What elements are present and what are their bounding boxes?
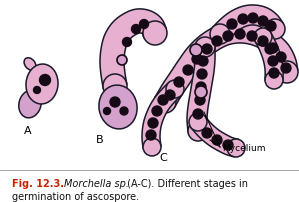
Circle shape [197,70,207,80]
Circle shape [183,66,193,76]
Circle shape [223,140,233,150]
Polygon shape [155,22,298,108]
Ellipse shape [143,138,161,156]
Circle shape [196,83,206,93]
Text: Mycelium: Mycelium [222,144,266,153]
Circle shape [268,44,278,54]
Circle shape [247,32,257,42]
Circle shape [158,96,168,105]
Circle shape [190,45,202,57]
Polygon shape [142,83,181,148]
Circle shape [123,38,132,47]
Circle shape [238,15,248,25]
Circle shape [103,108,111,115]
Circle shape [132,25,141,34]
Ellipse shape [99,86,137,129]
Ellipse shape [188,121,208,141]
Ellipse shape [143,22,167,46]
Circle shape [148,118,158,128]
Ellipse shape [254,29,272,47]
Circle shape [268,57,278,67]
Ellipse shape [24,58,36,71]
Text: Fig. 12.3.: Fig. 12.3. [12,178,64,188]
Polygon shape [191,117,238,157]
Circle shape [248,14,258,24]
Circle shape [202,128,212,138]
Circle shape [281,64,291,74]
Circle shape [258,37,268,47]
Circle shape [120,107,128,115]
Text: C: C [159,152,167,162]
Polygon shape [255,34,283,81]
Ellipse shape [276,62,298,84]
Circle shape [269,69,279,79]
Circle shape [117,56,127,66]
Ellipse shape [265,20,285,40]
Ellipse shape [265,72,283,89]
Text: germination of ascospore.: germination of ascospore. [12,191,139,201]
Text: (A-C). Different stages in: (A-C). Different stages in [124,178,248,188]
Circle shape [195,96,205,105]
Ellipse shape [195,38,215,58]
Circle shape [202,45,212,55]
Circle shape [198,57,208,67]
Ellipse shape [19,91,41,118]
Circle shape [223,32,233,42]
Circle shape [39,75,51,86]
Circle shape [212,37,222,47]
Circle shape [212,135,222,145]
Circle shape [266,22,276,32]
Polygon shape [187,48,215,132]
Text: Morchella sp.: Morchella sp. [64,178,129,188]
Circle shape [110,98,120,107]
Ellipse shape [210,25,230,45]
Polygon shape [100,10,166,88]
Circle shape [276,53,286,63]
Ellipse shape [26,65,58,104]
Circle shape [195,87,207,99]
Text: A: A [24,125,32,135]
Ellipse shape [166,81,184,99]
Circle shape [152,106,162,116]
Circle shape [192,55,202,65]
Circle shape [146,130,156,140]
Circle shape [174,78,184,87]
Circle shape [33,87,40,94]
Circle shape [140,20,149,29]
Ellipse shape [103,75,127,99]
Circle shape [235,30,245,40]
Circle shape [165,90,175,101]
Polygon shape [213,6,283,42]
Circle shape [193,109,203,119]
Circle shape [258,17,268,27]
Circle shape [265,45,275,55]
Text: B: B [96,134,104,144]
Ellipse shape [154,92,176,114]
Ellipse shape [227,139,245,157]
Ellipse shape [189,114,207,131]
Circle shape [227,20,237,30]
